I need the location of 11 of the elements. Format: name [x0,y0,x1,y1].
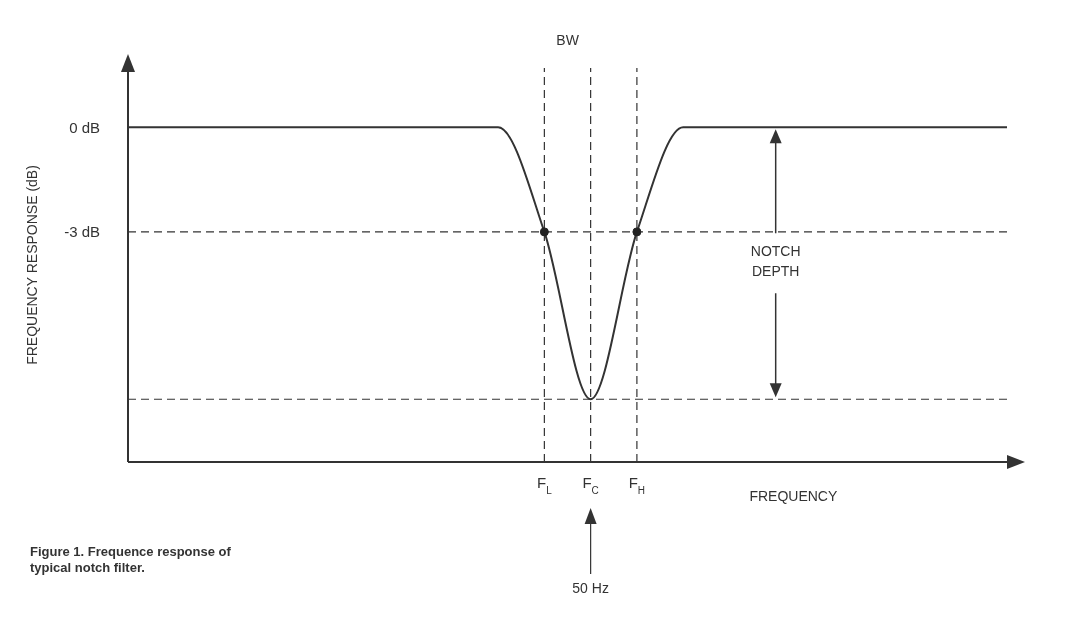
x-tick-label: F$_{C}$ [582,474,599,496]
x-tick-label: F$_{L}$ [537,474,553,496]
caption: Figure 1. Frequence response of typical notch filter. [30,544,232,576]
x-axis-title: FREQUENCY [749,488,838,504]
x-tick-label: F$_{H}$ [628,474,646,496]
y-tick-label: -3 dB [64,223,100,241]
y-axis-title: FREQUENCY RESPONSE (dB) [24,165,40,365]
y-tick-label: 0 dB [69,118,100,136]
annotation: NOTCH DEPTH [749,242,802,282]
text: 50 Hz [571,580,610,596]
text: BW [556,32,579,48]
